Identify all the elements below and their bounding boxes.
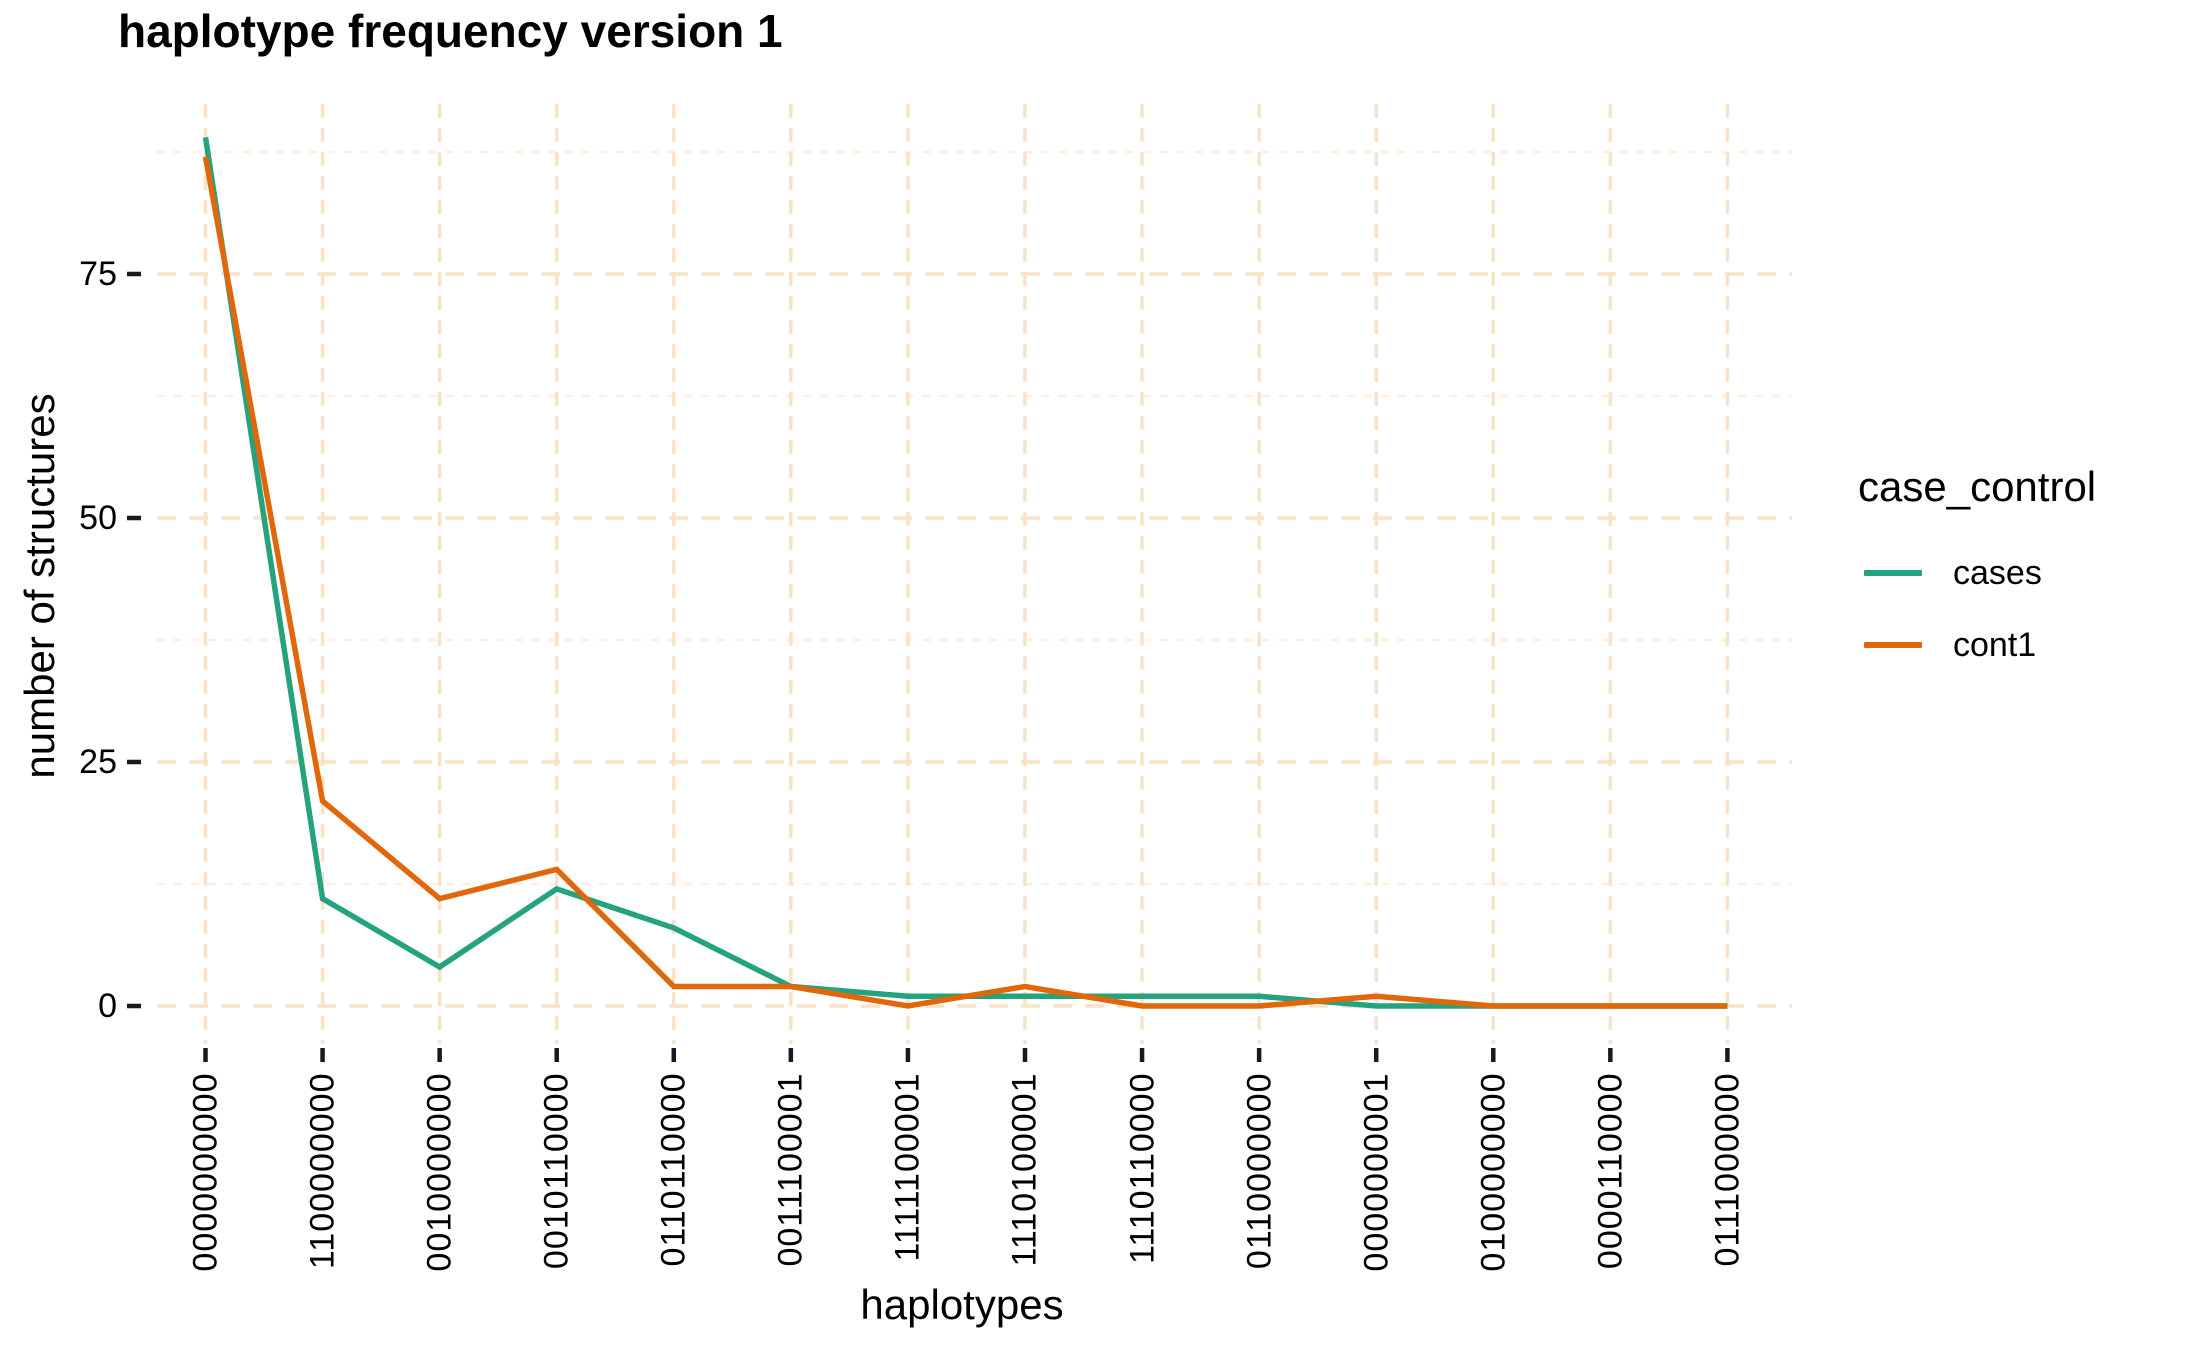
x-tick-label: 0110000000 [1240,1072,1279,1269]
x-tick-label: 1110100001 [1005,1072,1044,1267]
legend-entry-cases: cases [1858,553,2096,593]
chart-title: haplotype frequency version 1 [118,5,783,57]
x-tick-label: 0111000000 [1708,1072,1747,1267]
x-tick-label: 0000000000 [186,1072,225,1272]
y-axis-title: number of structures [16,393,63,779]
series-line-cases [202,136,1728,1009]
y-tick-label: 50 [79,499,117,537]
y-tick-label: 75 [79,255,117,293]
x-tick-label: 0010110000 [537,1072,576,1269]
y-tick-label: 25 [79,743,117,781]
legend-entries: cases cont1 [1858,553,2096,665]
x-tick-label: 0000000001 [1357,1072,1396,1272]
legend-label: cont1 [1953,626,2037,664]
legend-line-swatch-cases [1864,570,1922,576]
legend-label: cases [1953,554,2042,592]
legend-title: case_control [1858,463,2097,510]
x-axis-title: haplotypes [860,1281,1064,1328]
x-tick-label: 1100000000 [303,1072,342,1269]
x-tick-label: 0110110000 [654,1072,693,1267]
legend-line-swatch-cont1 [1864,642,1922,648]
x-tick-label: 0010000000 [420,1072,459,1272]
x-tick-label: 1110110000 [1123,1072,1162,1264]
x-tick-label: 0100000000 [1474,1072,1513,1272]
series-line-cont1 [202,156,1728,1009]
x-tick-label: 0011100001 [771,1072,810,1267]
x-tick-label: 0000110000 [1591,1072,1630,1269]
legend: case_control cases cont1 [1858,466,2096,697]
x-tick-label: 1111100001 [888,1072,927,1261]
y-tick-label: 0 [98,987,117,1025]
legend-entry-cont1: cont1 [1858,625,2096,665]
